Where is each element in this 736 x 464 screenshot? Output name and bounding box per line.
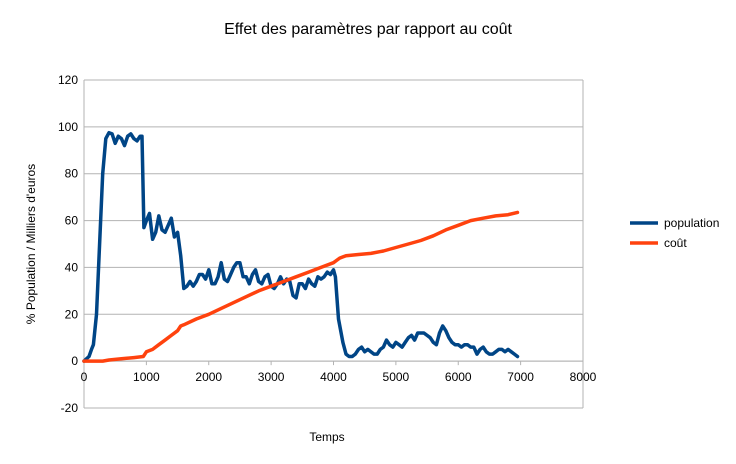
chart-title: Effet des paramètres par rapport au coût	[224, 21, 512, 38]
y-tick-label: 0	[71, 354, 78, 368]
x-axis-title: Temps	[309, 430, 344, 444]
grid	[84, 79, 584, 409]
legend-label: population	[664, 216, 719, 230]
x-tick-label: 5000	[383, 370, 410, 384]
axes: -20 0 20 40 60 80 100 120 0 1000 2000 3000 4000 5000 6…	[58, 73, 597, 415]
x-tick-label: 6000	[445, 370, 472, 384]
series-line-population	[82, 130, 520, 363]
y-axis-title: % Population / Milliers d'euros	[24, 164, 38, 324]
y-tick-label: 40	[65, 260, 79, 274]
x-tick-label: 7000	[507, 370, 534, 384]
series-line-cout	[82, 210, 520, 363]
y-tick-label: -20	[61, 401, 79, 415]
x-tick-label: 1000	[133, 370, 160, 384]
x-tick-label: 3000	[258, 370, 285, 384]
y-tick-label: 20	[65, 307, 79, 321]
y-tick-label: 120	[58, 73, 78, 87]
y-tick-label: 100	[58, 120, 78, 134]
x-tick-label: 4000	[320, 370, 347, 384]
series	[82, 130, 520, 363]
y-tick-label: 80	[65, 167, 79, 181]
x-tick-label: 8000	[570, 370, 597, 384]
x-tick-label: 0	[81, 370, 88, 384]
legend-label: coût	[664, 236, 687, 250]
x-tick-label: 2000	[195, 370, 222, 384]
legend: population coût	[630, 216, 719, 250]
y-tick-label: 60	[65, 214, 79, 228]
